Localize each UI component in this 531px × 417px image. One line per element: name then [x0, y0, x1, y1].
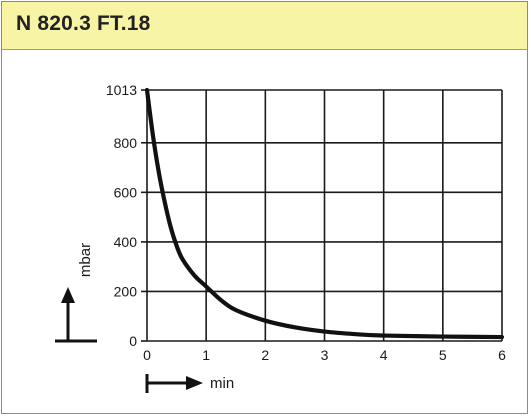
x-tick-label-6: 6: [498, 347, 506, 363]
x-tick-label-1: 1: [202, 347, 210, 363]
tick-labels: 0 1 2 3 4 5 6 0 200 400 600 800 1013: [106, 82, 506, 363]
curve-layer: [144, 87, 505, 340]
x-tick-label-0: 0: [143, 347, 151, 363]
x-axis-label: min: [210, 375, 234, 392]
y-tick-label-600: 600: [114, 184, 138, 200]
y-tick-label-200: 200: [114, 283, 138, 299]
y-tick-label-800: 800: [114, 135, 138, 151]
y-tick-label-1013: 1013: [106, 82, 137, 98]
x-tick-label-4: 4: [380, 347, 388, 363]
y-axis-label: mbar: [77, 243, 94, 277]
grid: [141, 89, 503, 342]
chart-title: N 820.3 FT.18: [16, 12, 151, 35]
y-axis-arrow-head: [61, 287, 75, 303]
x-axis-arrow-head: [186, 376, 203, 390]
y-tick-label-0: 0: [129, 333, 137, 349]
x-tick-label-5: 5: [439, 347, 447, 363]
x-tick-label-3: 3: [321, 347, 329, 363]
axis-labels: mbar min: [55, 243, 234, 393]
y-tick-label-400: 400: [114, 234, 138, 250]
title-bar: N 820.3 FT.18: [2, 2, 527, 50]
pressure-curve-0: [144, 87, 505, 340]
x-tick-label-2: 2: [261, 347, 269, 363]
